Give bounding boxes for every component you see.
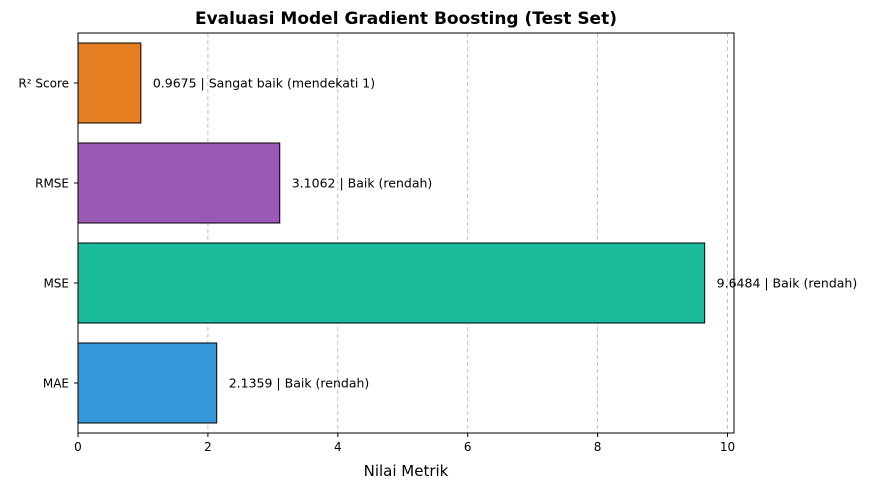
bar-rmse xyxy=(77,142,281,224)
y-tick-label: MSE xyxy=(43,277,69,291)
bar-value-label: 0.9675 | Sangat baik (mendekati 1) xyxy=(153,76,375,91)
bar-value-label: 3.1062 | Baik (rendah) xyxy=(292,176,433,191)
x-tick-label: 8 xyxy=(594,440,602,454)
plot-frame xyxy=(77,32,735,434)
bars xyxy=(77,42,706,424)
bar-value-label: 9.6484 | Baik (rendah) xyxy=(717,276,858,291)
bar-value-label: 2.1359 | Baik (rendah) xyxy=(229,376,370,391)
x-tick-label: 6 xyxy=(464,440,472,454)
bar-mse xyxy=(77,242,706,324)
x-tick-label: 4 xyxy=(334,440,342,454)
y-tick-label: RMSE xyxy=(35,177,69,191)
bar-labels: 2.1359 | Baik (rendah) 9.6484 | Baik (ren… xyxy=(153,76,857,391)
x-axis-ticks: 0 2 4 6 8 10 xyxy=(74,433,735,454)
y-tick-label: R² Score xyxy=(18,77,69,91)
y-tick-label: MAE xyxy=(43,377,69,391)
chart-title: Evaluasi Model Gradient Boosting (Test S… xyxy=(195,9,617,29)
x-axis-label: Nilai Metrik xyxy=(364,462,449,480)
bar-mae xyxy=(77,342,218,424)
y-axis-ticks: MAE MSE RMSE R² Score xyxy=(18,77,78,391)
x-tick-label: 2 xyxy=(204,440,212,454)
x-tick-label: 10 xyxy=(720,440,735,454)
bar-r-score xyxy=(77,42,142,124)
x-tick-label: 0 xyxy=(74,440,82,454)
